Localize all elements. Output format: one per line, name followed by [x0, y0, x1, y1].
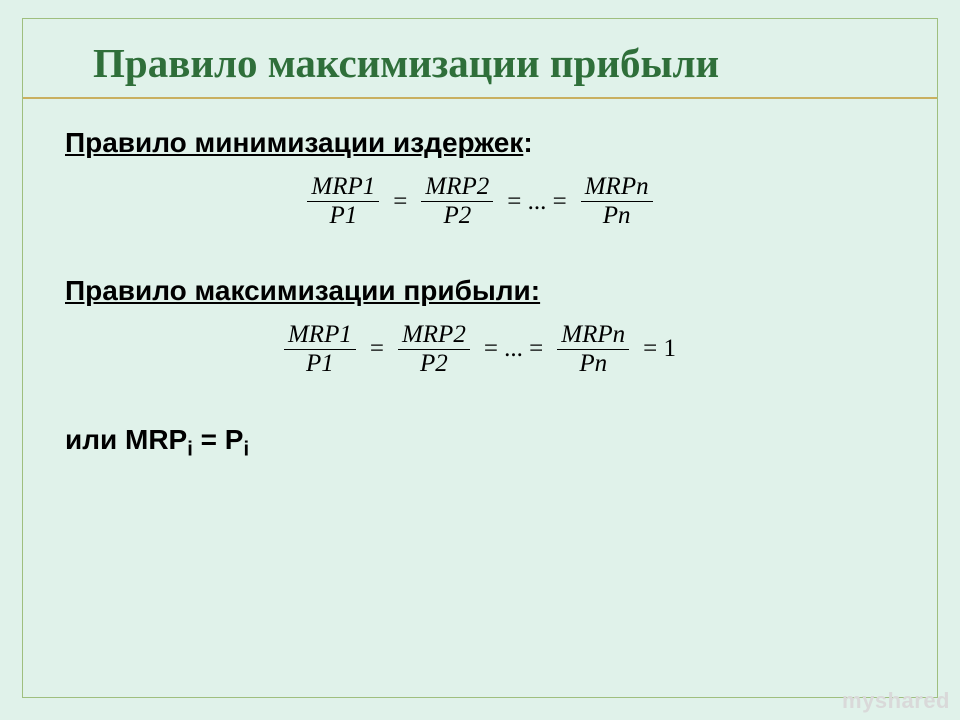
eq2-dots: = ... = — [484, 336, 543, 362]
section-1-text: Правило минимизации издержек — [65, 127, 523, 158]
eq2-t2-num: MRP2 — [398, 321, 470, 349]
eq1-t1-den: P1 — [325, 202, 361, 230]
eq1-frac-1: MRP1 P1 — [307, 173, 379, 231]
equation-1-wrap: MRP1 P1 = MRP2 P2 = ... = MRPn Pn — [63, 173, 897, 231]
section-1-suffix: : — [523, 127, 532, 158]
eq1-dots: = ... = — [507, 189, 566, 215]
or-prefix: или — [65, 424, 125, 455]
eq1-frac-2: MRP2 P2 — [421, 173, 493, 231]
eq1-eq-1: = — [393, 189, 407, 215]
section-1-label: Правило минимизации издержек: — [65, 127, 897, 159]
eq1-t1-num: MRP1 — [307, 173, 379, 201]
section-2-label: Правило максимизации прибыли: — [65, 275, 897, 307]
title-rule — [23, 97, 937, 99]
eq2-rhs: = 1 — [643, 336, 676, 362]
eq2-tn-den: Pn — [575, 350, 611, 378]
eq2-frac-1: MRP1 P1 — [284, 321, 356, 379]
eq2-frac-2: MRP2 P2 — [398, 321, 470, 379]
eq2-tn-num: MRPn — [557, 321, 629, 349]
or-sub2: i — [243, 439, 249, 461]
slide-frame: Правило максимизации прибыли Правило мин… — [22, 18, 938, 698]
eq2-t1-num: MRP1 — [284, 321, 356, 349]
slide-title: Правило максимизации прибыли — [63, 39, 897, 87]
equation-2-wrap: MRP1 P1 = MRP2 P2 = ... = MRPn Pn = 1 — [63, 321, 897, 379]
or-line: или MRPi = Pi — [65, 424, 897, 462]
eq2-eq-1: = — [370, 336, 384, 362]
or-mrp: MRP — [125, 424, 187, 455]
section-2-text: Правило максимизации прибыли: — [65, 275, 540, 306]
or-p: P — [225, 424, 244, 455]
watermark: myshared — [842, 688, 950, 714]
eq2-t2-den: P2 — [416, 350, 452, 378]
eq1-frac-n: MRPn Pn — [581, 173, 653, 231]
eq1-tn-den: Pn — [599, 202, 635, 230]
equation-2: MRP1 P1 = MRP2 P2 = ... = MRPn Pn = 1 — [284, 321, 676, 379]
equation-1: MRP1 P1 = MRP2 P2 = ... = MRPn Pn — [307, 173, 652, 231]
eq1-t2-num: MRP2 — [421, 173, 493, 201]
eq2-frac-n: MRPn Pn — [557, 321, 629, 379]
or-eq: = — [193, 424, 225, 455]
eq1-t2-den: P2 — [439, 202, 475, 230]
slide: Правило максимизации прибыли Правило мин… — [0, 0, 960, 720]
eq2-t1-den: P1 — [302, 350, 338, 378]
eq1-tn-num: MRPn — [581, 173, 653, 201]
